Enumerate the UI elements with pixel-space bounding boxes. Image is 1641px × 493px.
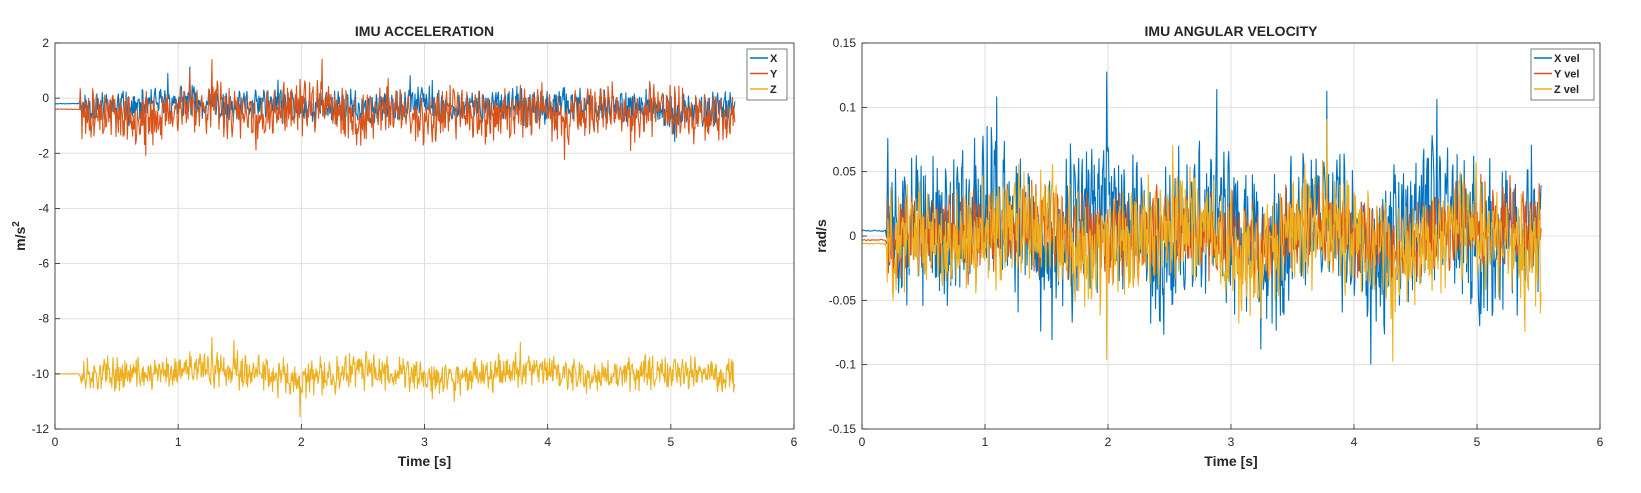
acceleration-y-tick-label: 2: [42, 36, 49, 50]
acceleration-y-label: m/s2: [11, 221, 28, 251]
acceleration-y-tick-label: 0: [42, 91, 49, 105]
acceleration-series-y-line: [54, 58, 736, 161]
angular-velocity-x-ticks: 0 1 2 3 4 5 6: [859, 424, 1604, 449]
acceleration-x-tick-label: 5: [667, 435, 674, 449]
angular-velocity-legend-label: X vel: [1554, 53, 1580, 65]
acceleration-y-tick-label: -6: [38, 257, 49, 271]
acceleration-x-tick-label: 3: [421, 435, 428, 449]
angular-velocity-y-tick-label: -0.1: [835, 358, 856, 372]
acceleration-x-ticks: 0 1 2 3 4 5 6: [52, 424, 798, 449]
angular-velocity-legend-label: Z vel: [1554, 84, 1579, 96]
angular-velocity-y-tick-label: -0.15: [829, 422, 857, 436]
angular-velocity-series-z-vel-line: [861, 118, 1542, 362]
acceleration-x-tick-label: 2: [298, 435, 305, 449]
angular-velocity-y-tick-label: -0.05: [829, 293, 857, 307]
acceleration-legend: XYZ: [746, 48, 788, 101]
acceleration-legend-label: X: [770, 53, 778, 65]
angular-velocity-title: IMU ANGULAR VELOCITY: [1145, 23, 1319, 39]
acceleration-y-tick-label: -8: [38, 312, 49, 326]
angular-velocity-legend-label: Y vel: [1554, 69, 1580, 81]
acceleration-series-x-line: [55, 66, 736, 142]
angular-velocity-x-tick-label: 5: [1474, 435, 1481, 449]
acceleration-x-tick-label: 0: [52, 435, 59, 449]
angular-velocity-chart: 0 1 2 3 4 5 6 -0.15 -0.1 -0.05 0 0.05 0.1 0.15 IMU A…: [813, 23, 1604, 469]
angular-velocity-x-label: Time [s]: [1204, 453, 1257, 469]
angular-velocity-x-tick-label: 6: [1597, 435, 1604, 449]
acceleration-y-label-sup: 2: [11, 221, 22, 227]
angular-velocity-x-tick-label: 0: [859, 435, 866, 449]
angular-velocity-y-label: rad/s: [813, 219, 829, 253]
angular-velocity-y-tick-label: 0: [849, 229, 856, 243]
angular-velocity-y-tick-label: 0.15: [833, 36, 857, 50]
angular-velocity-x-tick-label: 2: [1105, 435, 1112, 449]
acceleration-x-tick-label: 6: [791, 435, 798, 449]
acceleration-x-tick-label: 4: [544, 435, 551, 449]
acceleration-chart: 0 1 2 3 4 5 6 -12 -10 -8 -6 -4 -2 0 2 IMU ACCELERATIO…: [11, 23, 798, 469]
acceleration-x-label: Time [s]: [398, 453, 451, 469]
angular-velocity-y-tick-label: 0.1: [839, 100, 856, 114]
acceleration-y-ticks: -12 -10 -8 -6 -4 -2 0 2: [32, 36, 60, 436]
acceleration-series-z-line: [54, 337, 736, 418]
acceleration-legend-label: Y: [770, 69, 778, 81]
angular-velocity-legend: X vel Y vel Z vel: [1530, 48, 1595, 101]
acceleration-y-tick-label: -4: [38, 201, 49, 215]
angular-velocity-x-tick-label: 1: [982, 435, 989, 449]
acceleration-legend-label: Z: [770, 84, 777, 96]
acceleration-y-tick-label: -12: [32, 422, 50, 436]
acceleration-y-label-base: m/s: [12, 227, 28, 251]
acceleration-y-tick-label: -2: [38, 146, 49, 160]
acceleration-legend-box: [746, 48, 788, 101]
angular-velocity-y-tick-label: 0.05: [833, 165, 857, 179]
angular-velocity-y-ticks: -0.15 -0.1 -0.05 0 0.05 0.1 0.15: [829, 36, 867, 436]
angular-velocity-x-tick-label: 3: [1228, 435, 1235, 449]
acceleration-x-tick-label: 1: [175, 435, 182, 449]
angular-velocity-series-group: [861, 71, 1542, 365]
angular-velocity-x-tick-label: 4: [1351, 435, 1358, 449]
acceleration-y-tick-label: -10: [32, 367, 50, 381]
acceleration-series-group: [54, 58, 736, 418]
acceleration-title: IMU ACCELERATION: [355, 23, 494, 39]
